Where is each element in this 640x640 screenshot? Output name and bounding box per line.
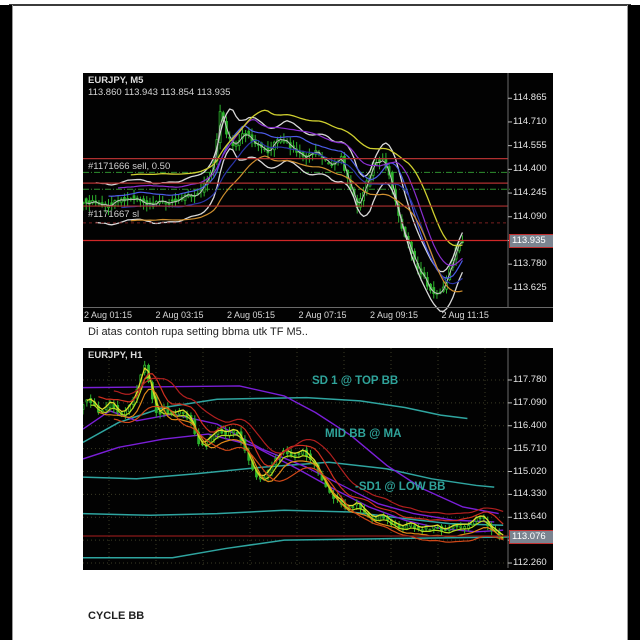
price-tick-label: 114.090 [513, 210, 547, 222]
caption-m5-setting: Di atas contoh rupa setting bbma utk TF … [88, 326, 308, 338]
time-tick-label: 2 Aug 05:15 [227, 310, 276, 320]
price-tick-label: 115.020 [513, 465, 547, 477]
price-tick-label: 117.780 [513, 373, 547, 385]
viewer-edge-left [0, 5, 13, 640]
price-tick-label: 115.710 [513, 442, 547, 454]
time-tick-label: 2 Aug 03:15 [155, 310, 204, 320]
h1-current-price-tag: 113.076 [509, 530, 553, 544]
m5-sell-order-label: #1171666 sell, 0.50 [88, 161, 171, 172]
price-tick-label: 116.400 [513, 419, 547, 431]
time-tick-label: 2 Aug 01:15 [84, 310, 133, 320]
price-tick-label: 113.780 [513, 258, 547, 270]
price-tick-label: 112.260 [513, 557, 547, 569]
price-tick-label: 113.625 [513, 281, 547, 293]
price-tick-label: 114.245 [513, 187, 547, 199]
price-tick-label: 114.865 [513, 92, 547, 104]
h1-chart-title: EURJPY, H1 [88, 350, 143, 361]
page-border-top [9, 4, 631, 6]
m5-chart-title: EURJPY, M5 [88, 75, 144, 86]
price-tick-label: 117.090 [513, 396, 547, 408]
price-tick-label: 113.640 [513, 511, 547, 523]
price-tick-label: 114.710 [513, 115, 547, 127]
m5-stoploss-label: #1171667 sl [88, 209, 140, 220]
price-tick-label: 114.400 [513, 163, 547, 175]
eurjpy-m5-chart: EURJPY, M5 113.860 113.943 113.854 113.9… [83, 73, 553, 322]
h1-chart-canvas [83, 348, 522, 568]
time-tick-label: 2 Aug 09:15 [370, 310, 419, 320]
price-tick-label: 114.555 [513, 139, 547, 151]
time-tick-label: 2 Aug 11:15 [441, 310, 489, 320]
annotation-sd1-top-bb: SD 1 @ TOP BB [312, 375, 399, 387]
annotation-mid-bb-ma: MID BB @ MA [325, 428, 402, 440]
caption-cycle-bb: CYCLE BB [88, 610, 145, 622]
eurjpy-h1-chart: EURJPY, H1 SD 1 @ TOP BB MID BB @ MA -SD… [83, 348, 553, 570]
viewer-edge-right [627, 5, 640, 640]
annotation-sd1-low-bb: -SD1 @ LOW BB [355, 481, 446, 493]
m5-chart-canvas [83, 73, 553, 313]
m5-ohlc-readout: 113.860 113.943 113.854 113.935 [88, 87, 231, 98]
time-tick-label: 2 Aug 07:15 [298, 310, 347, 320]
price-tick-label: 114.330 [513, 488, 547, 500]
m5-current-price-tag: 113.935 [509, 234, 553, 248]
